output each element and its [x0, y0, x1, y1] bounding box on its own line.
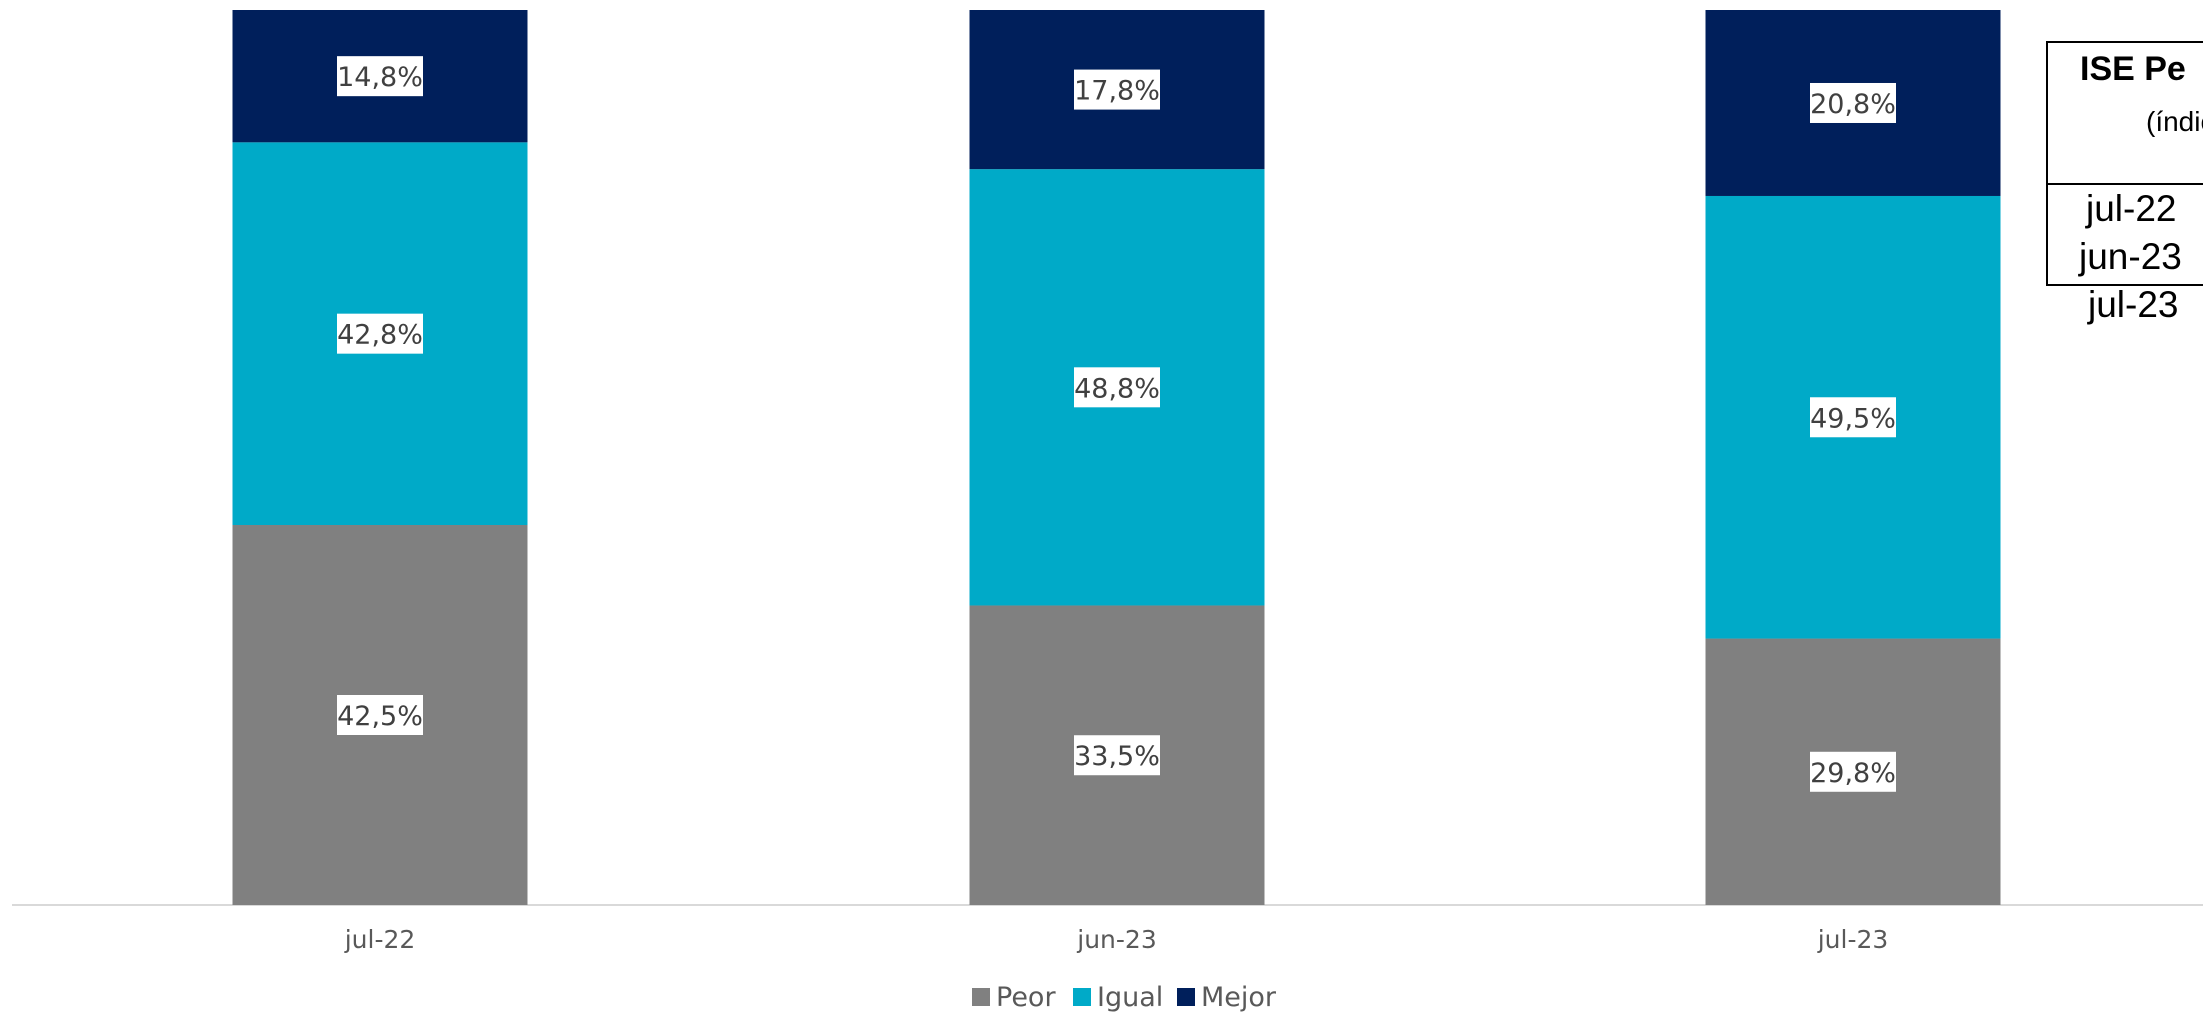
legend-swatch-igual	[1073, 988, 1091, 1006]
x-tick-label: jul-22	[344, 925, 416, 954]
legend-swatch-mejor	[1177, 988, 1195, 1006]
table-title: ISE Pe	[2080, 50, 2186, 88]
data-label-igual-jul-22: 42,8%	[337, 320, 423, 351]
legend-label-mejor: Mejor	[1201, 982, 1277, 1013]
table-row: jun-23	[2079, 236, 2182, 277]
data-label-bg	[337, 56, 423, 97]
data-label-peor-jun-23: 33,5%	[1074, 741, 1160, 772]
data-label-bg	[337, 313, 423, 354]
legend-label-peor: Peor	[996, 982, 1056, 1013]
data-label-peor-jul-22: 42,5%	[337, 701, 423, 732]
data-label-igual-jul-23: 49,5%	[1810, 403, 1896, 434]
data-label-bg	[1810, 751, 1896, 792]
x-tick-label: jul-23	[1817, 925, 1889, 954]
table-subtitle: (índic	[2146, 106, 2203, 137]
data-label-bg	[1074, 367, 1160, 408]
data-label-mejor-jul-23: 20,8%	[1810, 89, 1896, 120]
data-label-bg	[1810, 82, 1896, 123]
data-label-mejor-jun-23: 17,8%	[1074, 76, 1160, 107]
table-divider	[2048, 183, 2203, 185]
table-row: jul-23	[2088, 284, 2179, 325]
data-label-bg	[1074, 69, 1160, 110]
data-label-bg	[1810, 397, 1896, 438]
data-label-bg	[1074, 735, 1160, 776]
ise-summary-table: ISE Pe (índic jul-22 jun-23 jul-23	[2046, 41, 2203, 325]
data-label-mejor-jul-22: 14,8%	[337, 62, 423, 93]
x-tick-label: jun-23	[1076, 925, 1156, 954]
data-label-igual-jun-23: 48,8%	[1074, 373, 1160, 404]
legend-label-igual: Igual	[1097, 982, 1163, 1013]
data-label-peor-jul-23: 29,8%	[1810, 758, 1896, 789]
legend-swatch-peor	[972, 988, 990, 1006]
table-row: jul-22	[2086, 188, 2177, 229]
data-label-bg	[337, 695, 423, 736]
